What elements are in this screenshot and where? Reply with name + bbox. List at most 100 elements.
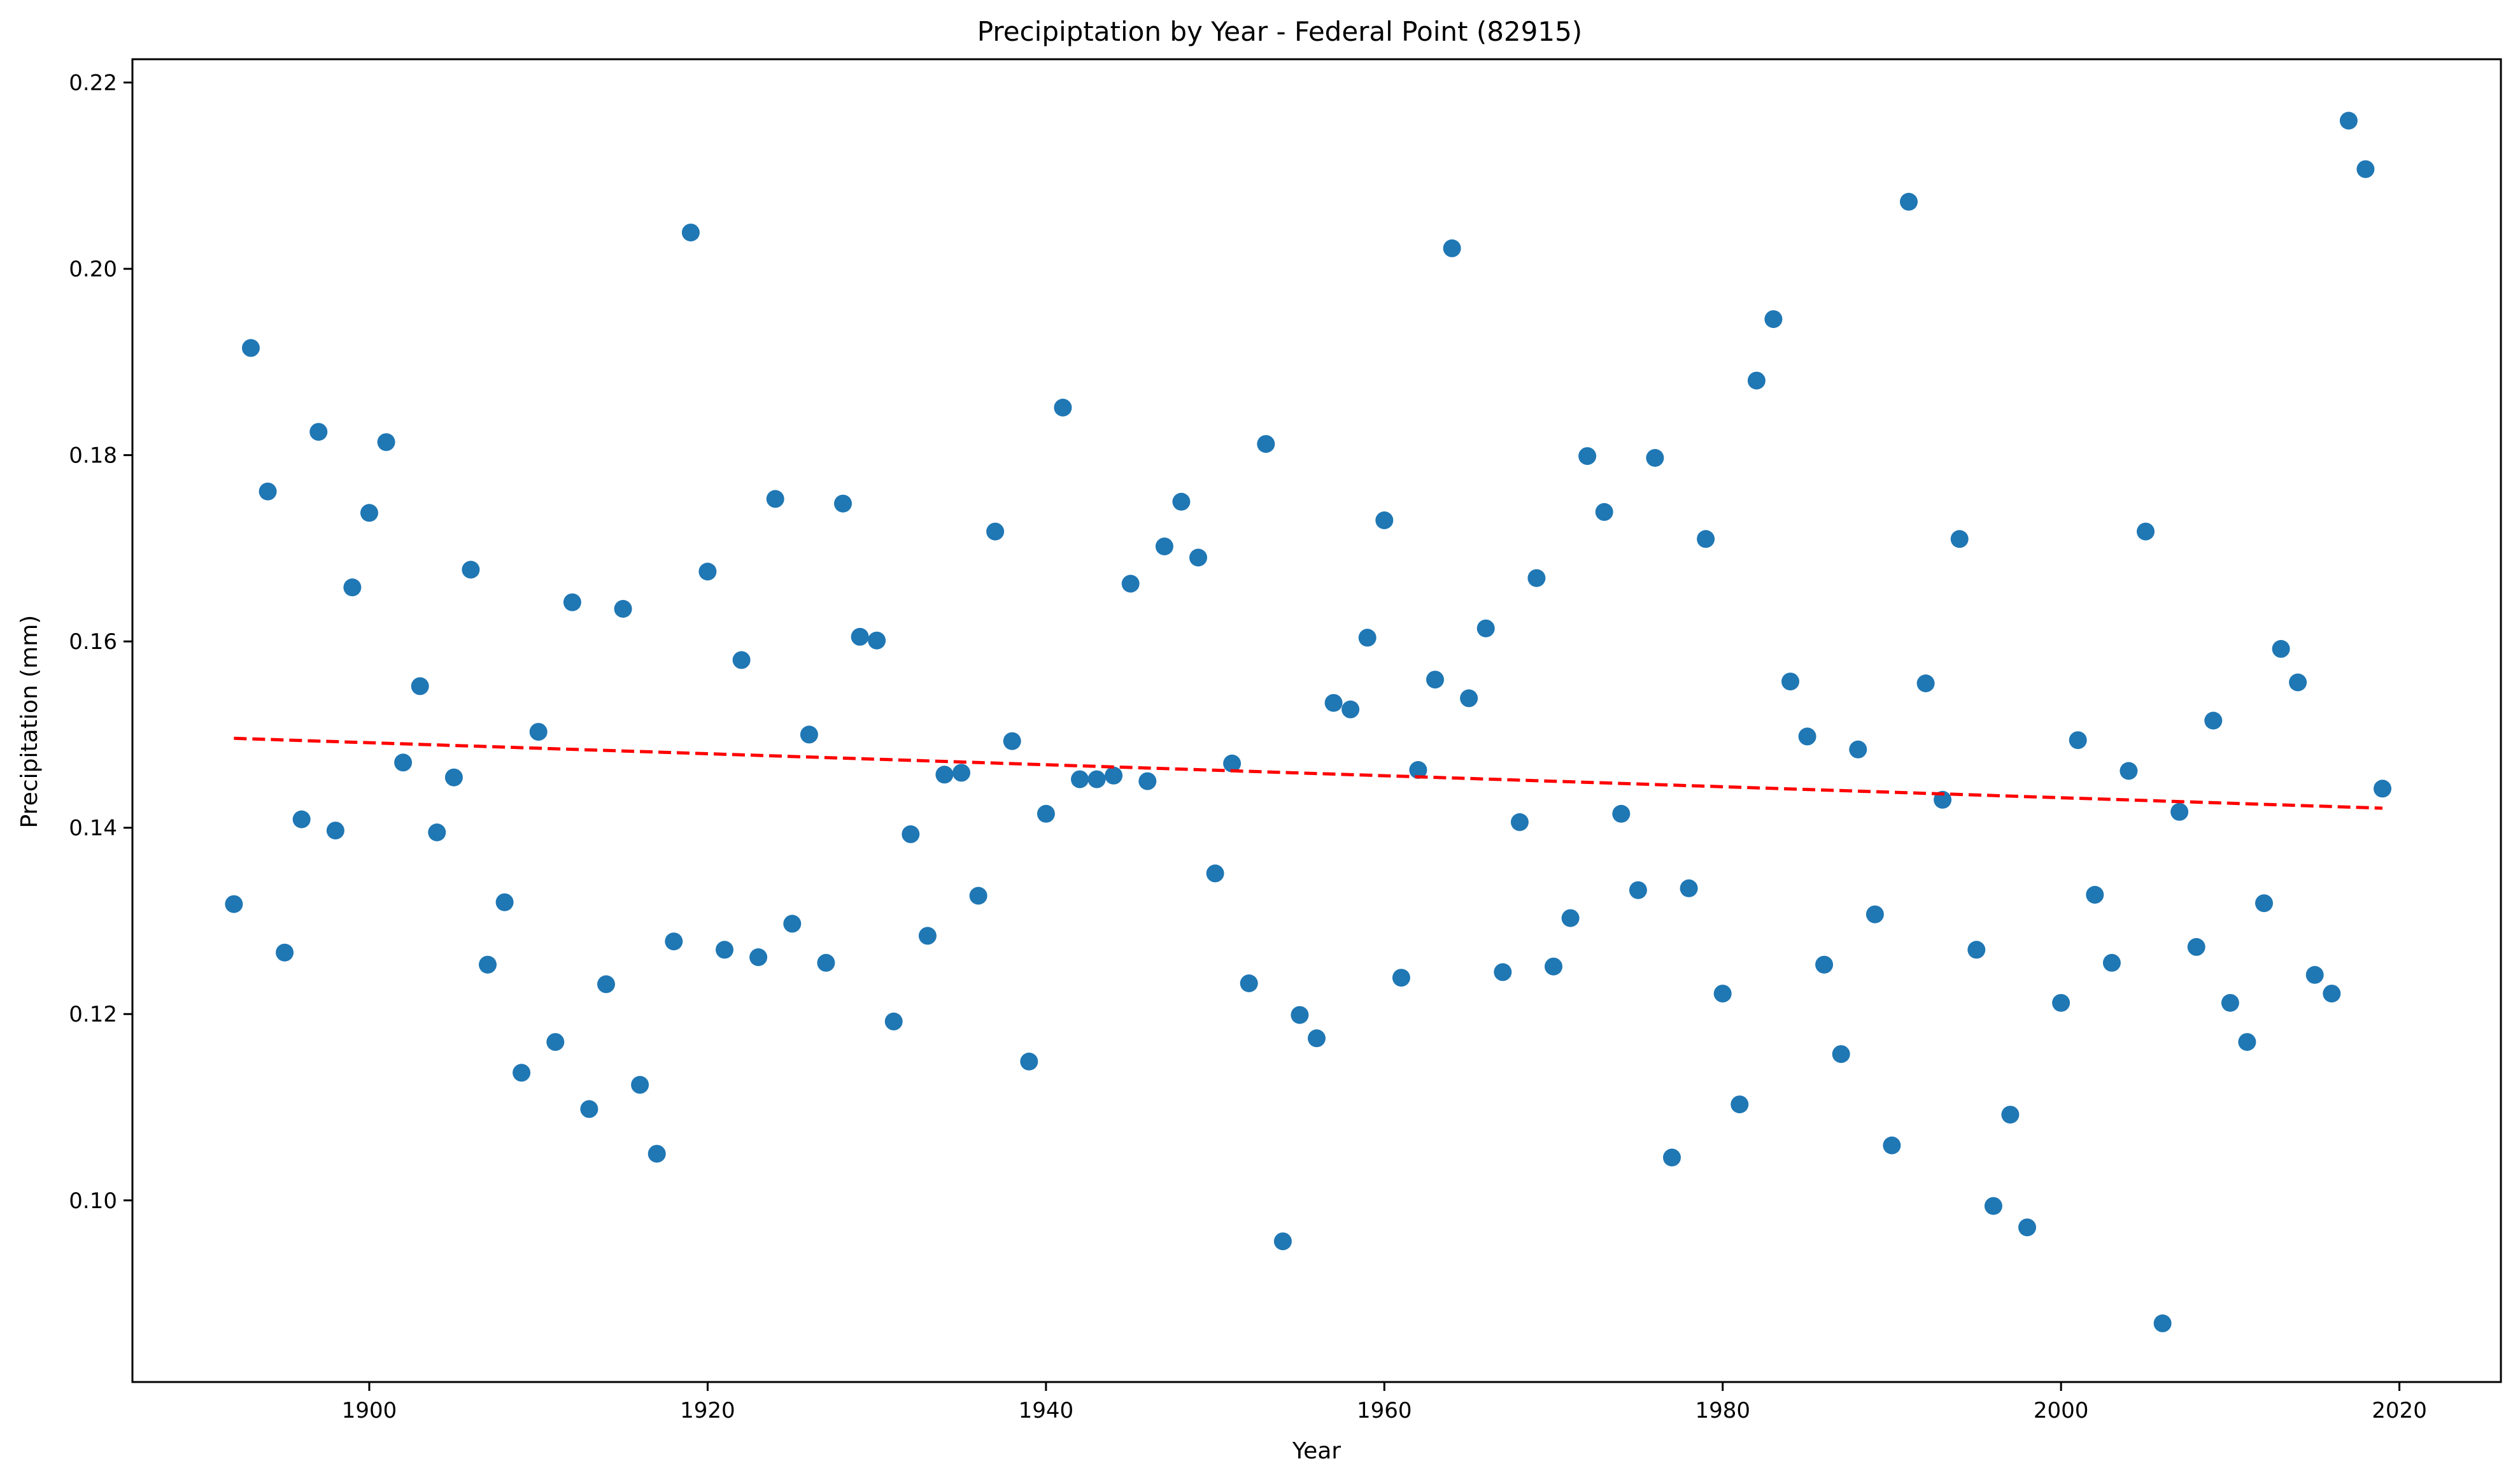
data-point	[309, 423, 328, 441]
data-point	[1155, 538, 1173, 555]
data-point	[868, 631, 886, 650]
x-axis: 1900 1920 1940 1960 1980 2000 2020	[342, 1382, 2427, 1423]
data-point	[1849, 740, 1867, 759]
data-point	[2018, 1218, 2036, 1237]
data-point	[1037, 804, 1055, 823]
data-point	[1595, 502, 1613, 521]
data-point	[2170, 802, 2189, 821]
data-point	[749, 948, 768, 966]
data-point	[1358, 629, 1377, 647]
data-point	[648, 1144, 666, 1163]
data-point	[1832, 1045, 1850, 1064]
data-point	[2204, 711, 2223, 730]
trend-line	[234, 736, 2383, 810]
data-point	[969, 887, 987, 905]
data-point	[1375, 511, 1394, 529]
data-point	[2305, 965, 2324, 984]
data-point	[1578, 447, 1597, 466]
data-point	[1273, 1232, 1292, 1251]
data-point	[851, 627, 869, 646]
data-point	[597, 975, 615, 994]
y-tick-label: 0.16	[69, 629, 117, 655]
data-point	[2323, 985, 2341, 1003]
data-point	[1713, 985, 1732, 1003]
x-tick-label: 1960	[1357, 1398, 1412, 1423]
data-point	[834, 494, 852, 513]
data-point	[1612, 804, 1631, 823]
data-point	[2187, 937, 2205, 956]
data-point	[1206, 864, 1224, 883]
data-point	[1460, 689, 1478, 708]
data-point	[1494, 963, 1512, 981]
data-point	[292, 810, 311, 829]
data-point	[1105, 766, 1123, 785]
data-point	[1003, 732, 1021, 750]
data-point	[1697, 530, 1715, 548]
data-point	[2356, 160, 2375, 178]
data-point	[1426, 671, 1444, 689]
data-point	[1240, 974, 1258, 992]
data-point	[1341, 700, 1360, 718]
data-point	[1865, 905, 1884, 923]
data-point	[2069, 731, 2087, 750]
data-point	[1815, 955, 1834, 974]
data-point	[698, 562, 717, 581]
data-point	[2102, 953, 2121, 972]
data-point	[2120, 762, 2138, 780]
data-point	[428, 823, 446, 841]
data-point	[2374, 780, 2391, 798]
data-point	[1020, 1052, 1038, 1071]
x-tick-label: 1900	[342, 1398, 397, 1423]
data-point	[495, 893, 514, 911]
data-point	[2221, 994, 2239, 1012]
data-point	[2339, 111, 2358, 130]
chart-title: Precipiptation by Year - Federal Point (…	[977, 16, 1582, 47]
x-tick-label: 1920	[680, 1398, 735, 1423]
data-point	[1950, 530, 1969, 548]
x-tick-label: 1940	[1019, 1398, 1074, 1423]
data-point	[1476, 619, 1495, 638]
data-point	[2137, 522, 2155, 541]
y-tick-label: 0.12	[69, 1002, 117, 1027]
data-point	[563, 593, 581, 611]
data-point	[817, 953, 835, 972]
data-point	[546, 1033, 565, 1051]
data-point	[1308, 1029, 1326, 1048]
data-point	[1747, 371, 1766, 390]
data-point	[444, 768, 463, 787]
x-tick-label: 1980	[1695, 1398, 1750, 1423]
data-point	[1172, 492, 1191, 511]
data-point	[2289, 673, 2307, 692]
data-point	[631, 1076, 649, 1094]
y-tick-label: 0.14	[69, 816, 117, 841]
data-point	[1510, 813, 1529, 831]
plot-frame	[131, 58, 2502, 1383]
data-point	[884, 1012, 903, 1030]
data-point	[529, 723, 548, 741]
data-point	[716, 941, 733, 959]
data-point	[1984, 1197, 2002, 1215]
data-point	[665, 932, 683, 951]
data-point	[276, 943, 294, 962]
data-point	[1781, 673, 1799, 691]
data-point	[1900, 192, 1918, 211]
data-point	[343, 578, 362, 597]
y-tick-label: 0.18	[69, 443, 117, 469]
plot-area	[131, 58, 2502, 1383]
data-point	[1680, 879, 1698, 897]
data-point	[580, 1100, 598, 1118]
data-point	[2153, 1314, 2172, 1332]
data-point	[326, 822, 344, 840]
y-axis-label: Precipitation (mm)	[17, 615, 43, 829]
data-point	[225, 895, 243, 913]
data-point	[1764, 310, 1783, 329]
data-point	[462, 560, 480, 579]
data-point	[1561, 909, 1580, 927]
data-point	[242, 339, 260, 357]
data-point	[1392, 969, 1410, 987]
data-point	[800, 725, 818, 744]
data-point	[1087, 770, 1106, 788]
data-point	[377, 433, 395, 452]
